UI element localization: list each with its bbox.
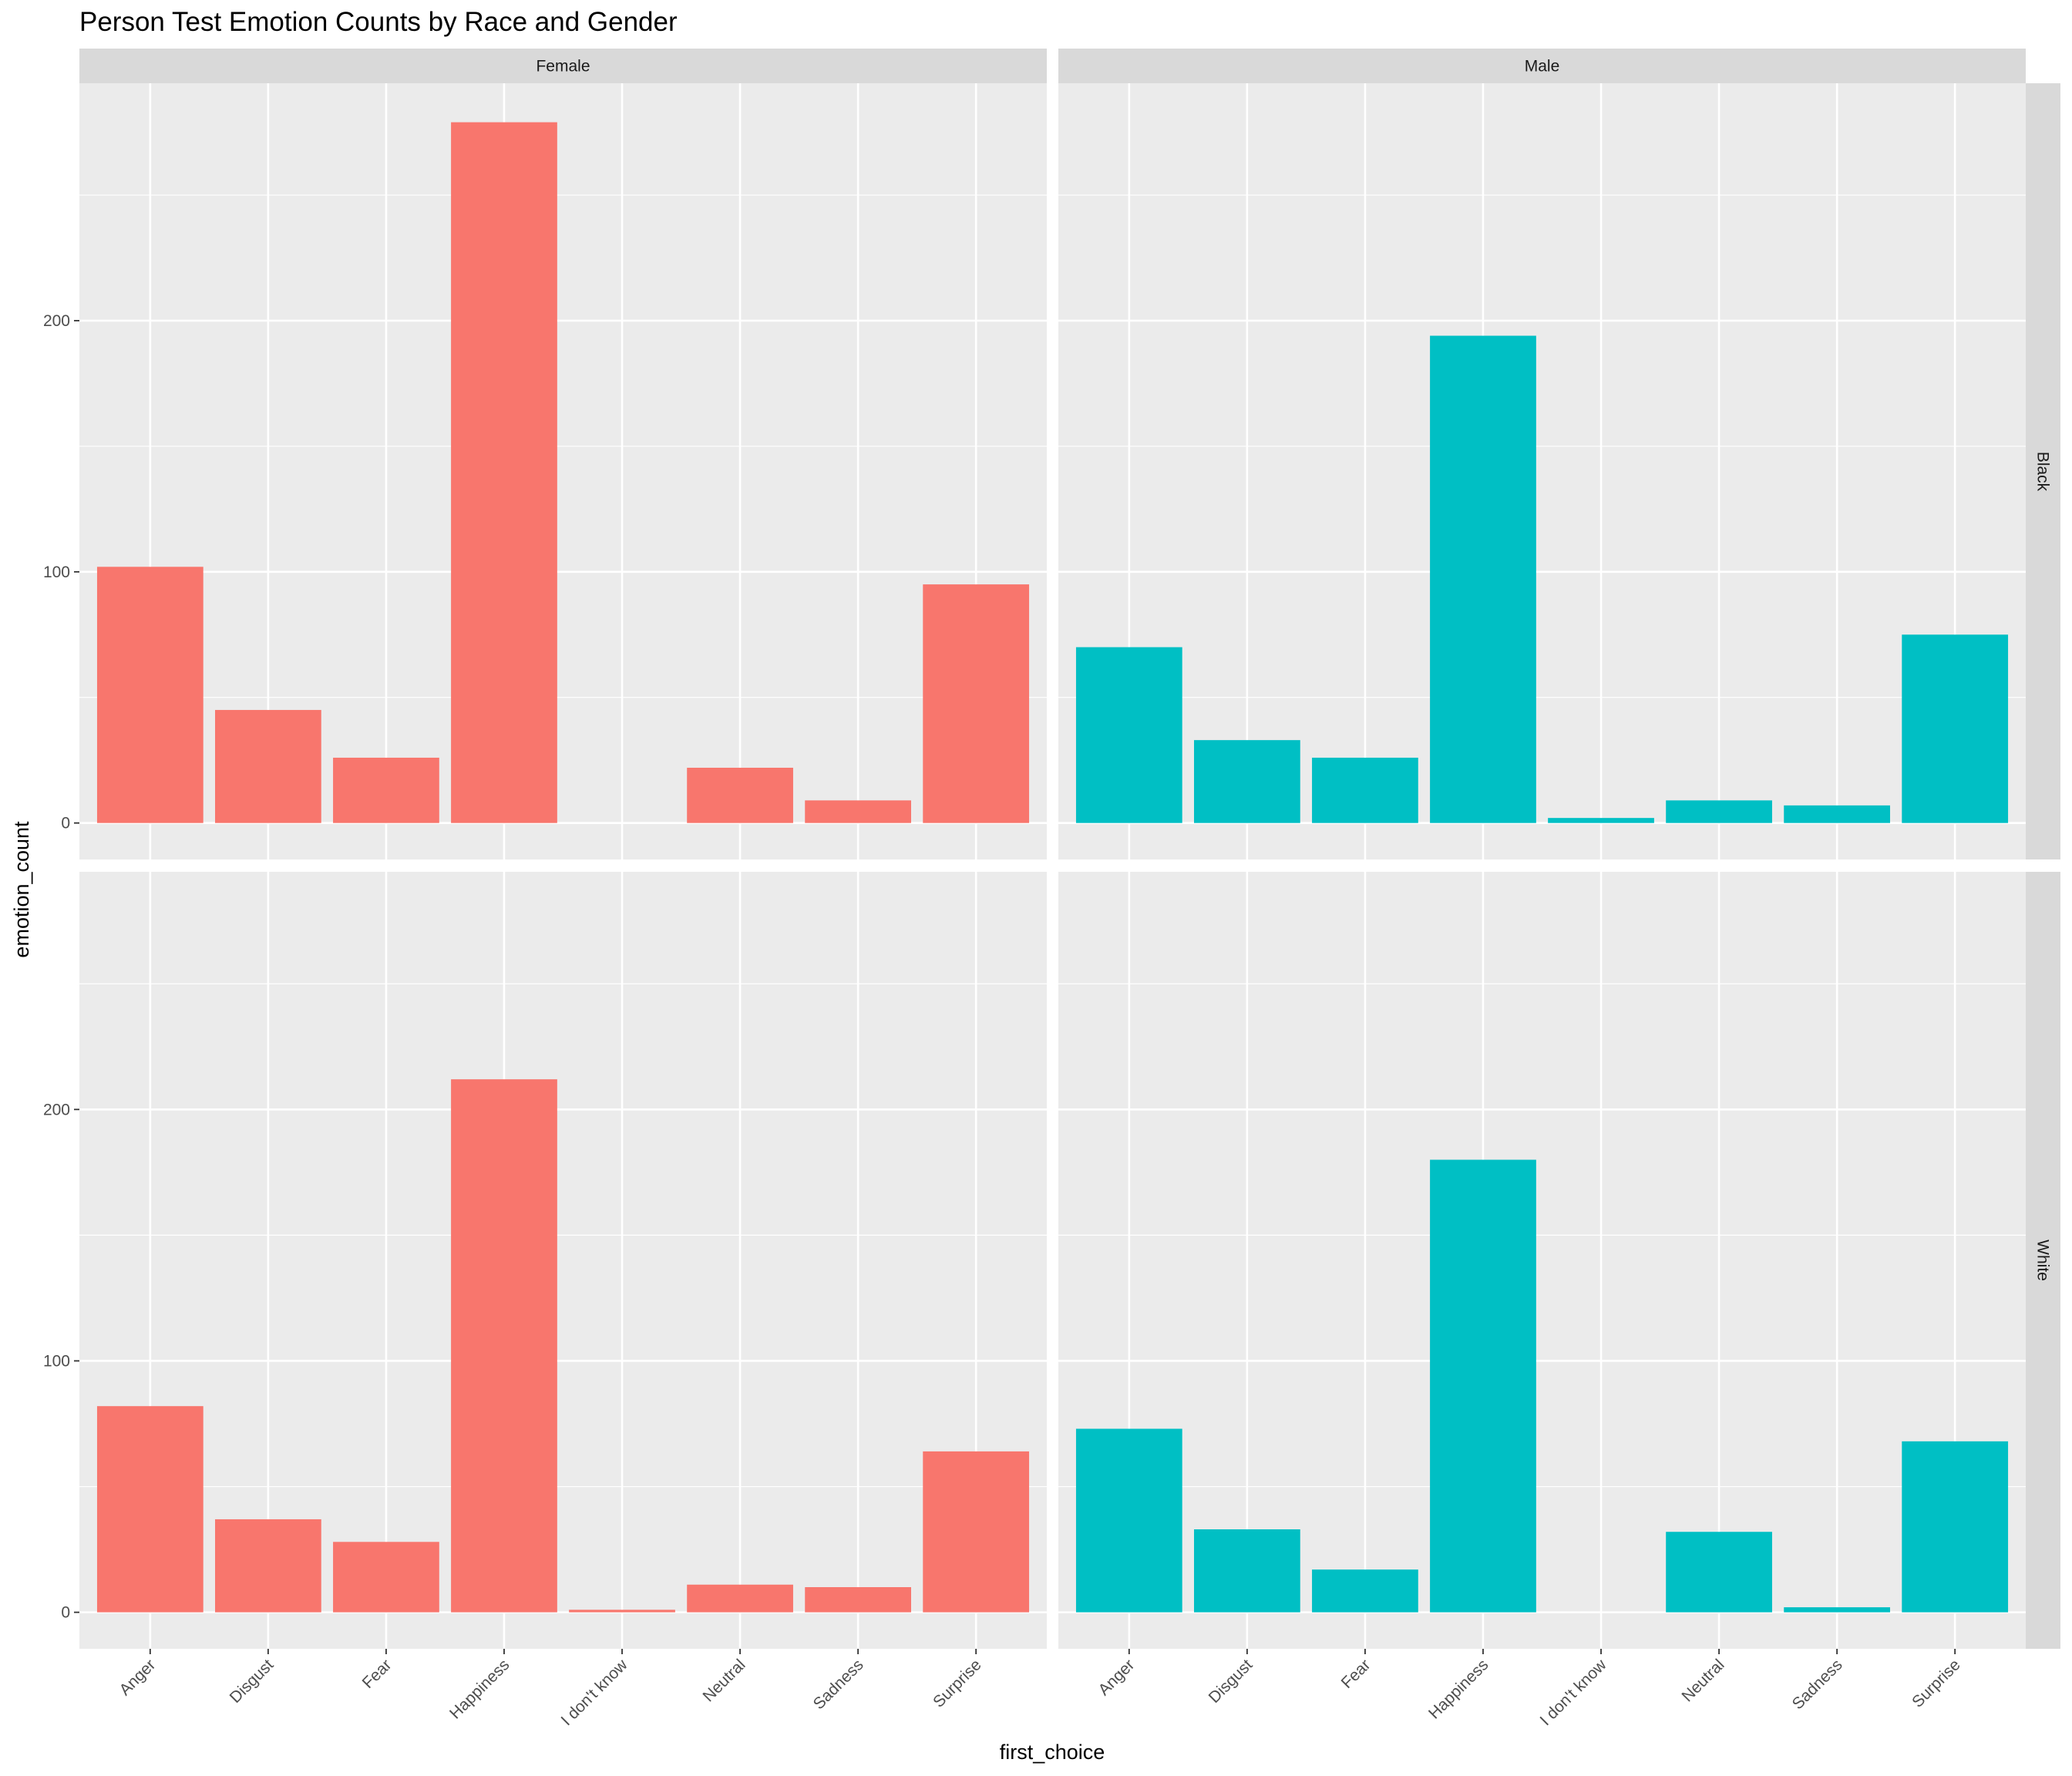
bar-female-white-happiness bbox=[451, 1079, 557, 1613]
bar-female-white-neutral bbox=[687, 1584, 793, 1613]
bar-male-white-disgust bbox=[1194, 1529, 1300, 1613]
bar-female-black-surprise bbox=[923, 584, 1030, 823]
bar-male-black-sadness bbox=[1784, 805, 1890, 823]
panel-background bbox=[1058, 872, 2026, 1649]
bar-female-white-surprise bbox=[923, 1451, 1030, 1613]
bar-male-white-anger bbox=[1075, 1428, 1182, 1613]
panel-background bbox=[1058, 83, 2026, 859]
bar-female-white-fear bbox=[333, 1542, 439, 1613]
y-tick-label: 0 bbox=[61, 815, 70, 832]
bar-male-black-i-don-t-know bbox=[1548, 818, 1654, 823]
bar-male-black-happiness bbox=[1430, 335, 1536, 823]
facet-strip-black bbox=[2026, 83, 2060, 859]
facet-strip-label: Male bbox=[1525, 58, 1560, 76]
bar-male-white-fear bbox=[1312, 1569, 1418, 1613]
x-axis-title: first_choice bbox=[1000, 1741, 1105, 1764]
bar-male-black-fear bbox=[1312, 757, 1418, 823]
bar-female-black-fear bbox=[333, 757, 439, 823]
bar-male-black-surprise bbox=[1902, 634, 2009, 823]
bar-male-black-disgust bbox=[1194, 740, 1300, 823]
bar-male-white-sadness bbox=[1784, 1607, 1890, 1613]
bar-female-white-disgust bbox=[215, 1519, 321, 1613]
bar-female-black-disgust bbox=[215, 710, 321, 823]
facet-strip-male bbox=[1058, 49, 2026, 83]
facet-strip-white bbox=[2026, 872, 2060, 1649]
y-tick-label: 0 bbox=[61, 1604, 70, 1622]
bar-female-white-sadness bbox=[805, 1587, 911, 1613]
bar-male-black-anger bbox=[1075, 647, 1182, 823]
bar-female-white-i-don-t-know bbox=[569, 1610, 675, 1613]
bar-female-black-anger bbox=[96, 567, 204, 823]
facet-strip-label: Female bbox=[536, 58, 590, 76]
bar-male-black-neutral bbox=[1666, 800, 1772, 823]
bar-male-white-surprise bbox=[1902, 1441, 2009, 1613]
y-axis-title: emotion_count bbox=[10, 821, 33, 958]
y-tick-label: 200 bbox=[43, 312, 70, 330]
bar-female-black-sadness bbox=[805, 800, 911, 823]
bar-male-white-happiness bbox=[1430, 1159, 1536, 1613]
facet-strip-label: Black bbox=[2034, 452, 2052, 492]
bar-male-white-neutral bbox=[1666, 1532, 1772, 1613]
facet-strip-female bbox=[79, 49, 1047, 83]
bar-female-black-happiness bbox=[451, 122, 557, 823]
y-tick-label: 100 bbox=[43, 563, 70, 581]
y-tick-label: 200 bbox=[43, 1101, 70, 1118]
bar-female-white-anger bbox=[96, 1406, 204, 1613]
bar-female-black-neutral bbox=[687, 767, 793, 823]
y-tick-label: 100 bbox=[43, 1352, 70, 1370]
chart-title: Person Test Emotion Counts by Race and G… bbox=[79, 7, 678, 37]
facet-strip-label: White bbox=[2034, 1240, 2052, 1281]
